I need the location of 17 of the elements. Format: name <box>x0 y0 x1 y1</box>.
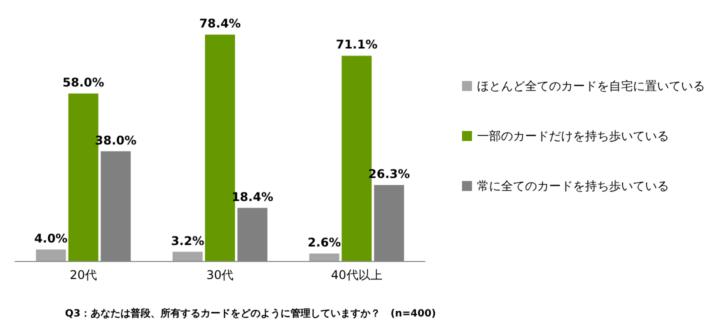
x-tick-label: 30代 <box>206 268 234 282</box>
data-label: 78.4% <box>199 16 241 31</box>
legend-label: ほとんど全てのカードを自宅に置いている <box>477 79 705 93</box>
data-label: 3.2% <box>170 234 204 248</box>
data-label: 4.0% <box>34 231 68 246</box>
bar <box>172 252 203 261</box>
text: Q3：あなたは普段、所有するカードをどのように管理していますか？ (n=400) <box>65 308 436 320</box>
bar <box>36 249 66 261</box>
data-label: 71.1% <box>336 38 378 52</box>
data-label: 58.0% <box>62 76 104 90</box>
data-label: 2.6% <box>308 235 341 250</box>
x-tick-label: 40代以上 <box>331 268 382 282</box>
legend-label: 常に全てのカードを持ち歩いている <box>477 179 669 193</box>
x-tick-label: 20代 <box>70 268 97 282</box>
legend-label: 一部のカードだけを持ち歩いている <box>477 129 669 143</box>
bar <box>205 34 235 261</box>
bar <box>309 253 340 261</box>
